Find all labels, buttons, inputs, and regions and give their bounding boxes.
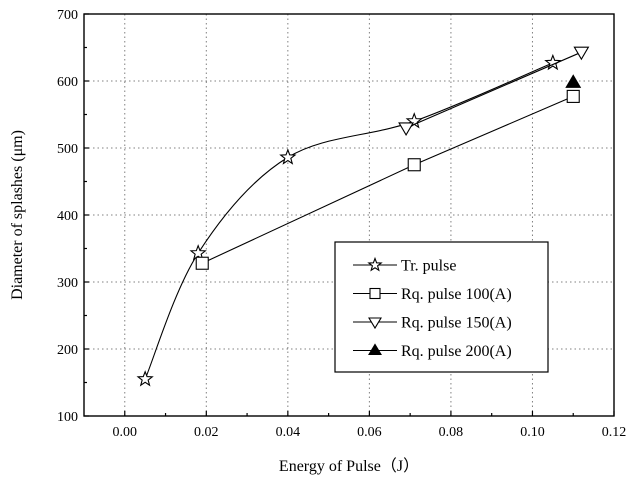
x-tick-label: 0.02 — [194, 425, 219, 440]
series-2 — [398, 46, 590, 136]
series-3 — [565, 74, 582, 88]
tick-labels: 0.00 0.02 0.04 0.06 0.08 0.10 0.12 100 200 300 400… — [57, 8, 626, 440]
legend-label-1: Rq. pulse 100(A) — [401, 286, 512, 303]
x-tick-label: 0.06 — [357, 425, 382, 440]
x-tick-label: 0.10 — [520, 425, 545, 440]
x-tick-label: 0.08 — [439, 425, 464, 440]
y-tick-label: 500 — [57, 142, 78, 157]
legend-marker-3 — [368, 343, 382, 356]
series-0 — [136, 53, 562, 387]
plot-series — [136, 46, 590, 387]
y-tick-label: 600 — [57, 75, 78, 90]
data-point-0-2 — [279, 148, 297, 165]
x-tick-label: 0.04 — [276, 425, 301, 440]
legend-label-0: Tr. pulse — [401, 258, 456, 275]
x-axis-label: Energy of Pulse（J） — [279, 457, 419, 475]
axis-ticks — [84, 13, 615, 417]
y-tick-label: 100 — [57, 410, 78, 425]
data-point-1-0 — [195, 256, 209, 270]
legend: Tr. pulse Rq. pulse 100(A) Rq. pulse 150(A… — [334, 241, 549, 373]
data-point-1-1 — [407, 158, 421, 172]
data-point-0-1 — [189, 244, 207, 261]
y-tick-label: 400 — [57, 209, 78, 224]
data-point-2-1 — [573, 46, 590, 61]
legend-label-3: Rq. pulse 200(A) — [401, 343, 512, 360]
x-tick-label: 0.12 — [602, 425, 627, 440]
data-point-1-2 — [566, 89, 580, 103]
x-tick-label: 0.00 — [113, 425, 138, 440]
legend-marker-1 — [369, 287, 381, 300]
y-tick-label: 200 — [57, 343, 78, 358]
data-point-3-0 — [565, 74, 582, 88]
data-point-0-4 — [544, 53, 562, 71]
legend-label-2: Rq. pulse 150(A) — [401, 315, 512, 332]
legend-marker-0 — [367, 256, 383, 272]
data-point-2-0 — [398, 122, 415, 136]
legend-marker-2 — [368, 317, 382, 330]
series-1 — [195, 89, 580, 270]
series-line-2 — [405, 51, 582, 129]
y-axis-label: Diameter of splashes (μm) — [9, 130, 26, 300]
y-tick-label: 700 — [57, 8, 78, 23]
y-tick-label: 300 — [57, 276, 78, 291]
data-point-0-0 — [136, 370, 154, 387]
